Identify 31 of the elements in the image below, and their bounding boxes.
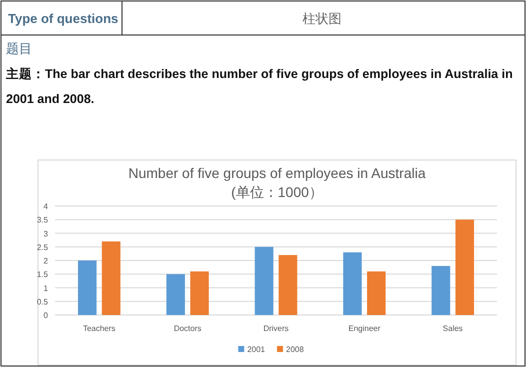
text: 主题：The bar chart describes the number of five groups of employees in Australia in 2001 and 2008. xyxy=(5,66,513,106)
legend-label: 2008 xyxy=(286,345,304,354)
y-tick-label: 3.5 xyxy=(36,216,49,225)
bar xyxy=(367,271,386,315)
y-tick-label: 3 xyxy=(44,229,49,238)
bar xyxy=(343,252,362,315)
y-tick-label: 2 xyxy=(44,256,49,266)
y-tick-label: 1 xyxy=(44,284,49,293)
x-tick-label: Engineer xyxy=(348,324,381,333)
x-tick-label: Doctors xyxy=(174,324,202,333)
y-tick-label: 0 xyxy=(44,311,49,320)
bar xyxy=(190,271,209,315)
bar xyxy=(432,266,450,315)
bar xyxy=(455,220,474,315)
chart-title: Number of five groups of employees in Australia (单位：1000） xyxy=(128,165,426,200)
y-tick-label: 4 xyxy=(44,202,49,211)
bar xyxy=(166,274,185,315)
y-tick-label: 1.5 xyxy=(36,270,49,280)
bar xyxy=(254,246,274,315)
legend-label: 2001 xyxy=(247,345,266,354)
x-tick-label: Teachers xyxy=(82,324,116,333)
bar xyxy=(278,255,298,315)
x-tick-label: Drivers xyxy=(263,324,289,333)
bar xyxy=(102,241,120,315)
y-tick-label: 2.5 xyxy=(36,242,49,252)
y-tick-label: 0.5 xyxy=(36,297,49,306)
text: Type of questions xyxy=(8,11,118,26)
text: 题目 xyxy=(6,41,32,56)
bar xyxy=(78,260,97,315)
text: 柱状图 xyxy=(302,11,342,26)
x-tick-label: Sales xyxy=(442,324,463,333)
